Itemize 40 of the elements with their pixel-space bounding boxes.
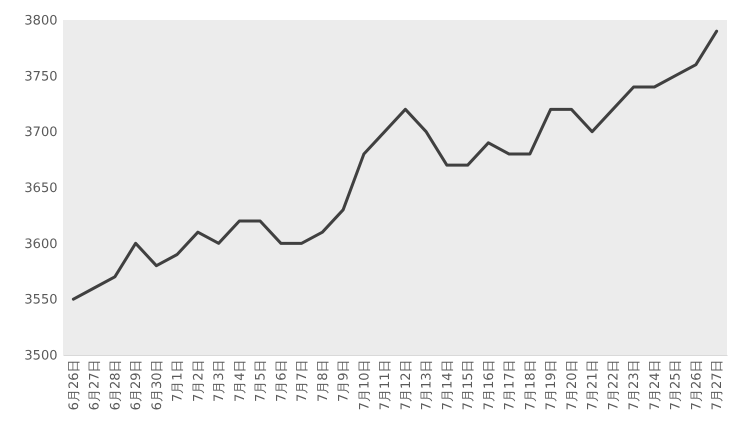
x-tick-label: 7月20日 bbox=[564, 360, 580, 410]
x-tick-label: 7月22日 bbox=[606, 360, 622, 410]
x-tick-label: 7月15日 bbox=[461, 360, 476, 410]
x-tick-label: 7月3日 bbox=[212, 360, 228, 402]
x-tick-label: 7月18日 bbox=[523, 360, 538, 410]
x-tick-label: 7月16日 bbox=[482, 360, 497, 410]
x-tick-label: 7月19日 bbox=[544, 360, 560, 410]
x-tick-label: 6月29日 bbox=[129, 360, 144, 410]
x-tick-label: 7月4日 bbox=[232, 360, 248, 402]
x-tick-label: 6月27日 bbox=[88, 360, 103, 410]
x-tick-label: 7月17日 bbox=[502, 360, 518, 410]
y-tick-label: 3500 bbox=[24, 348, 58, 364]
x-tick-label: 6月28日 bbox=[108, 360, 124, 410]
y-tick-label: 3700 bbox=[24, 125, 58, 140]
x-tick-label: 7月8日 bbox=[316, 360, 331, 402]
x-tick-label: 7月25日 bbox=[668, 360, 684, 410]
x-tick-label: 7月5日 bbox=[254, 360, 269, 402]
x-tick-label: 7月9日 bbox=[336, 360, 352, 402]
x-tick-label: 6月30日 bbox=[150, 360, 165, 410]
x-tick-label: 7月27日 bbox=[710, 360, 726, 410]
y-tick-label: 3800 bbox=[24, 14, 58, 28]
x-tick-label: 7月24日 bbox=[648, 360, 663, 410]
x-tick-label: 7月23日 bbox=[627, 360, 642, 410]
line-series bbox=[72, 30, 718, 301]
x-tick-label: 7月21日 bbox=[586, 360, 601, 410]
x-tick-label: 6月26日 bbox=[66, 360, 82, 410]
x-tick-label: 7月12日 bbox=[398, 360, 414, 410]
x-tick-label: 7月6日 bbox=[274, 360, 290, 402]
x-tick-label: 7月11日 bbox=[378, 360, 394, 410]
x-tick-label: 7月2日 bbox=[191, 360, 206, 402]
y-tick-label: 3550 bbox=[24, 292, 58, 308]
x-tick-label: 7月13日 bbox=[420, 360, 435, 410]
y-tick-label: 3600 bbox=[24, 236, 58, 252]
x-tick-label: 7月14日 bbox=[440, 360, 456, 410]
y-tick-label: 3750 bbox=[24, 69, 58, 84]
x-tick-label: 7月10日 bbox=[357, 360, 372, 410]
x-tick-label: 7月1日 bbox=[170, 360, 186, 402]
x-tick-label: 7月7日 bbox=[295, 360, 310, 402]
y-tick-label: 3650 bbox=[24, 181, 58, 196]
x-tick-label: 7月26日 bbox=[689, 360, 704, 410]
